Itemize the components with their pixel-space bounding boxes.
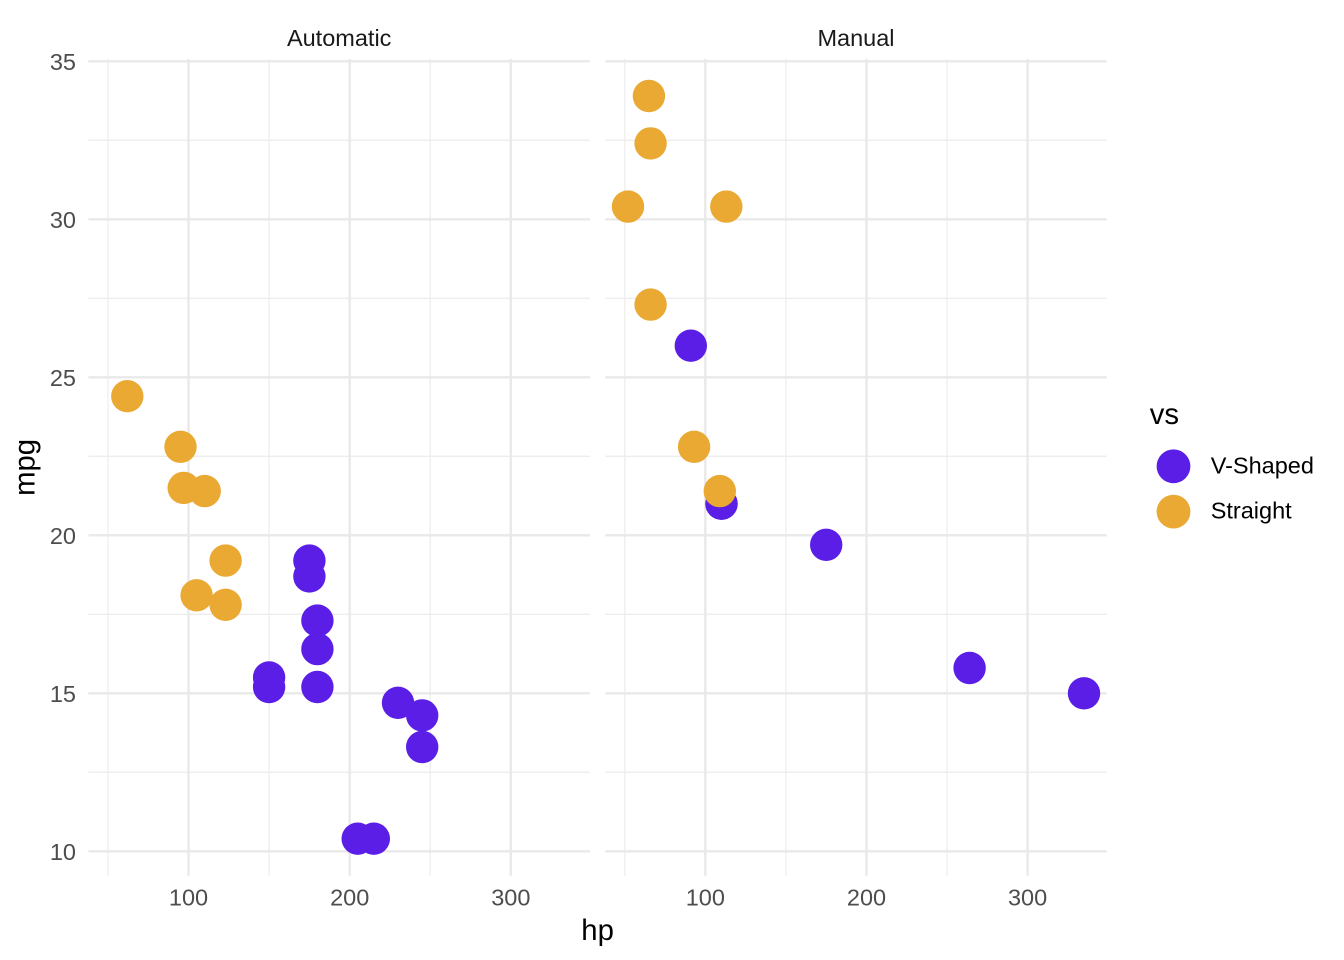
- svg-text:100: 100: [686, 885, 725, 911]
- svg-text:Manual: Manual: [817, 25, 894, 51]
- svg-text:15: 15: [50, 681, 76, 707]
- svg-text:Straight: Straight: [1211, 498, 1292, 524]
- svg-text:25: 25: [50, 365, 76, 391]
- svg-text:10: 10: [50, 839, 76, 865]
- svg-text:200: 200: [847, 885, 886, 911]
- svg-text:Automatic: Automatic: [287, 25, 392, 51]
- svg-text:hp: hp: [581, 914, 614, 947]
- svg-text:100: 100: [169, 885, 208, 911]
- svg-text:300: 300: [1008, 885, 1047, 911]
- svg-text:35: 35: [50, 49, 76, 75]
- svg-text:V-Shaped: V-Shaped: [1211, 452, 1314, 478]
- svg-text:300: 300: [491, 885, 530, 911]
- svg-text:mpg: mpg: [9, 439, 42, 496]
- svg-text:20: 20: [50, 523, 76, 549]
- svg-text:vs: vs: [1150, 398, 1179, 431]
- svg-text:30: 30: [50, 207, 76, 233]
- svg-text:200: 200: [330, 885, 369, 911]
